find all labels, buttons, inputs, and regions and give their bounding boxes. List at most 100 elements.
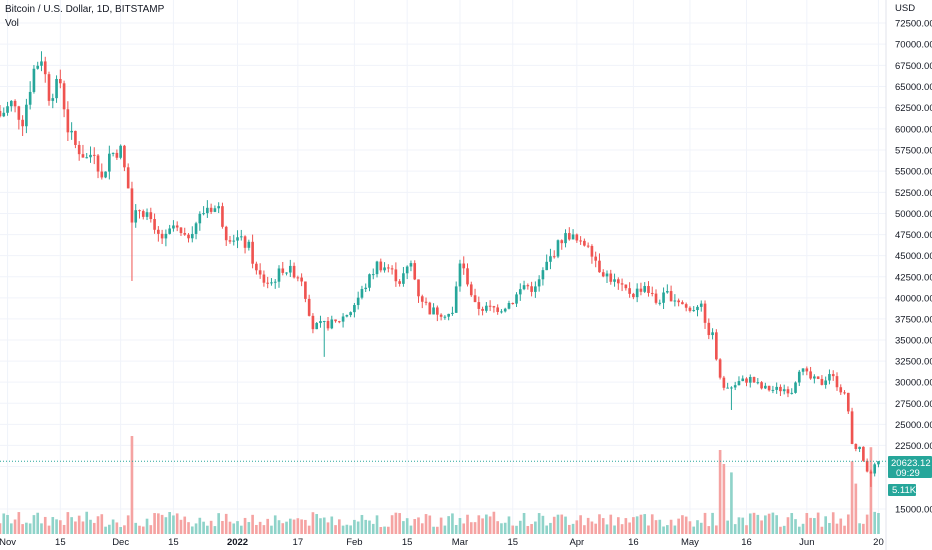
candle: [138, 209, 141, 219]
candle-body: [292, 265, 296, 278]
candle: [420, 294, 424, 309]
volume-indicator-label[interactable]: Vol: [5, 18, 19, 29]
candle-body: [262, 274, 266, 283]
candle-body: [549, 256, 552, 262]
volume-bar: [654, 520, 658, 534]
volume-bar: [632, 517, 635, 534]
candle: [779, 384, 782, 396]
candle-body: [345, 315, 349, 317]
volume-bar: [862, 523, 865, 534]
candle: [616, 277, 620, 290]
candle: [643, 282, 647, 294]
price-tick-label: 60000.00: [895, 124, 932, 135]
candle-body: [28, 91, 32, 105]
volume-bar: [296, 518, 300, 534]
candle: [620, 278, 624, 292]
volume-bar: [726, 520, 729, 534]
volume-bar: [515, 525, 518, 534]
candle-body: [666, 291, 669, 293]
volume-bar: [368, 520, 371, 534]
candle-body: [779, 386, 782, 392]
candle: [360, 285, 364, 300]
candle: [349, 311, 352, 318]
candle: [703, 300, 707, 329]
volume-bar: [703, 512, 707, 534]
candle-body: [134, 210, 138, 223]
candle: [873, 462, 877, 477]
candle-body: [111, 152, 115, 154]
candle-body: [518, 289, 522, 295]
candle-body: [624, 284, 628, 289]
candle: [552, 250, 556, 259]
candle-body: [145, 212, 149, 217]
candle-body: [616, 279, 620, 284]
volume-bar: [138, 525, 141, 534]
candle: [0, 105, 2, 118]
volume-bar: [530, 524, 533, 534]
candle: [439, 313, 443, 321]
volume-bar: [809, 517, 812, 534]
candle-body: [669, 291, 673, 302]
candle-body: [115, 152, 119, 158]
candle: [771, 385, 775, 394]
candle-body: [420, 296, 424, 302]
candle-body: [451, 312, 454, 314]
volume-bar: [458, 518, 462, 534]
candle-body: [319, 321, 322, 324]
candle: [311, 313, 315, 334]
volume-bar: [221, 520, 224, 534]
volume-bar: [70, 517, 73, 534]
candle: [224, 225, 228, 246]
volume-bar: [545, 525, 549, 534]
volume-bar: [13, 519, 17, 534]
time-axis[interactable]: Nov 15 Dec 15 2022 17 Feb 15 Mar 15 Apr 16 May 16 Jun 2…: [0, 537, 884, 548]
volume-bar: [733, 524, 737, 534]
volume-bar: [560, 514, 564, 534]
volume-bar: [32, 515, 36, 534]
time-tick-label: 15: [402, 537, 413, 548]
price-axis[interactable]: 72500.00 70000.00 67500.00 65000.00 62500.00…: [895, 19, 932, 516]
candle-body: [567, 233, 571, 240]
candle-body: [334, 319, 337, 322]
candle-body: [285, 272, 288, 274]
volume-bar: [190, 526, 194, 534]
candle-body: [801, 368, 805, 372]
volume-bar: [699, 522, 703, 534]
candle: [534, 281, 537, 298]
volume-bar: [816, 512, 820, 534]
candle: [718, 358, 722, 380]
volume-bar: [81, 521, 85, 534]
candle: [345, 314, 349, 318]
candle-body: [104, 171, 107, 178]
symbol-title[interactable]: Bitcoin / U.S. Dollar, 1D, BITSTAMP: [5, 4, 165, 15]
volume-bar: [790, 513, 794, 534]
candle: [307, 294, 311, 317]
candle: [59, 69, 62, 89]
candle-body: [632, 293, 635, 298]
candle: [681, 300, 684, 305]
candle-body: [839, 387, 843, 393]
volume-bar: [715, 525, 718, 534]
candle-body: [315, 323, 319, 330]
volume-bar: [311, 512, 315, 534]
candle: [394, 262, 398, 287]
candle-body: [858, 446, 861, 449]
candle: [104, 171, 107, 179]
candle-body: [677, 300, 680, 303]
candle-body: [157, 229, 160, 234]
volume-bar: [601, 518, 605, 534]
volume-bar: [447, 516, 450, 534]
candle: [9, 100, 13, 112]
candle: [862, 446, 865, 462]
candle-body: [341, 316, 345, 322]
candle-body: [816, 376, 820, 379]
volume-bar: [541, 515, 545, 534]
candle: [556, 239, 560, 259]
candle-body: [590, 245, 594, 257]
volume-bar: [771, 512, 775, 534]
candle: [496, 304, 499, 315]
candle-body: [586, 245, 590, 247]
candle-body: [172, 225, 175, 229]
volume-bar: [549, 522, 552, 534]
